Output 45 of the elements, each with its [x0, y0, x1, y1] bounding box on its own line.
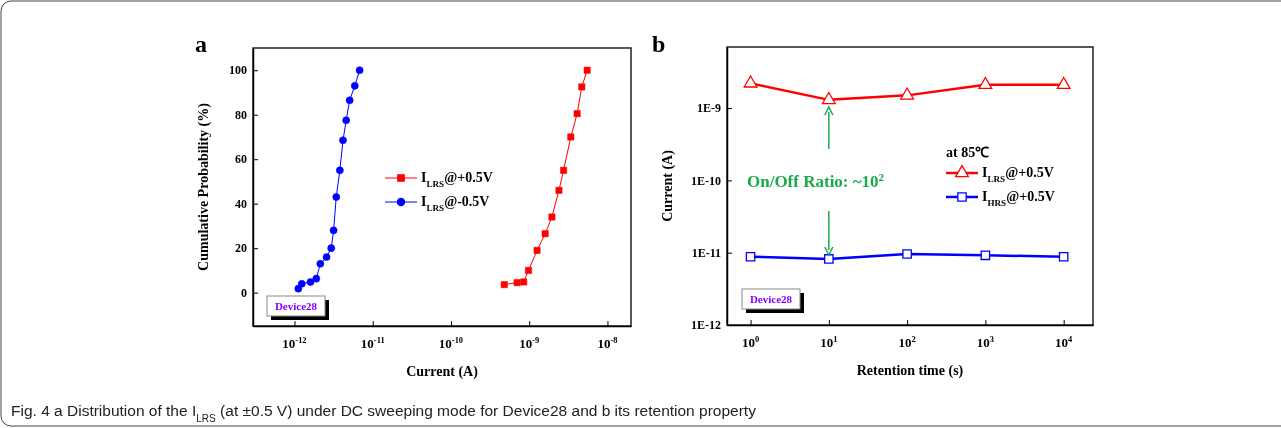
point: [821, 91, 836, 105]
x-tick-label: 10$^{3}$: [976, 334, 994, 350]
x-tick-label: 10$^{2}$: [898, 334, 916, 350]
y-tick-label: 60: [235, 152, 247, 167]
y-tick-label: 1E-9: [697, 101, 721, 116]
point: [902, 249, 912, 259]
point: [743, 75, 758, 88]
y-tick-label: 100: [229, 63, 247, 78]
point: [1058, 251, 1069, 262]
x-axis-title: Retention time (s): [856, 363, 964, 379]
x-tick-label: 10$^{4}$: [1055, 334, 1074, 350]
annotation: On/Off Ratio: ~10$^{2}$: [747, 171, 885, 191]
x-axis-title: Current (A): [406, 364, 479, 380]
x-tick-label: 10$^{-12}$: [282, 335, 307, 351]
y-tick-label: 40: [235, 196, 247, 211]
x-tick-label: 10$^{0}$: [741, 334, 760, 350]
caption: Fig. 4 a Distribution of the I$_{LRS}$ (at ±0.5 V) under DC sweeping mode for Device28 and b its retention property: [11, 402, 757, 424]
point: [900, 87, 915, 100]
x-tick-label: 10$^{1}$: [820, 334, 838, 350]
legend-title: at 85℃: [946, 145, 990, 160]
point: [978, 76, 993, 90]
point: [1056, 76, 1071, 90]
annotation: Device28: [749, 293, 793, 305]
point: [824, 254, 834, 264]
x-tick-label: 10$^{-9}$: [519, 335, 540, 351]
legend-label: I$_{LRS}$@+0.5V: [982, 165, 1054, 184]
x-tick-label: 10$^{-8}$: [597, 335, 618, 351]
chart-title: a: [195, 31, 207, 57]
point: [980, 250, 991, 261]
y-axis-title: Current (A): [660, 149, 676, 222]
legend-label: I$_{LRS}$@-0.5V: [421, 194, 490, 213]
x-tick-label: 10$^{-10}$: [438, 335, 464, 351]
y-tick-label: 1E-11: [691, 245, 721, 260]
y-tick-label: 0: [241, 285, 247, 300]
annotation: Device28: [274, 300, 318, 312]
point: [745, 251, 756, 262]
y-tick-label: 1E-10: [691, 173, 721, 188]
y-tick-label: 1E-12: [691, 318, 721, 333]
y-tick-label: 20: [235, 241, 247, 256]
y-tick-label: 80: [235, 107, 247, 122]
legend-label: I$_{HRS}$@+0.5V: [982, 189, 1055, 208]
y-axis-title: Cumulative Probability (%): [196, 102, 212, 271]
chart-title: b: [652, 31, 666, 57]
legend-label: I$_{LRS}$@+0.5V: [421, 170, 493, 189]
x-tick-label: 10$^{-11}$: [360, 335, 385, 351]
